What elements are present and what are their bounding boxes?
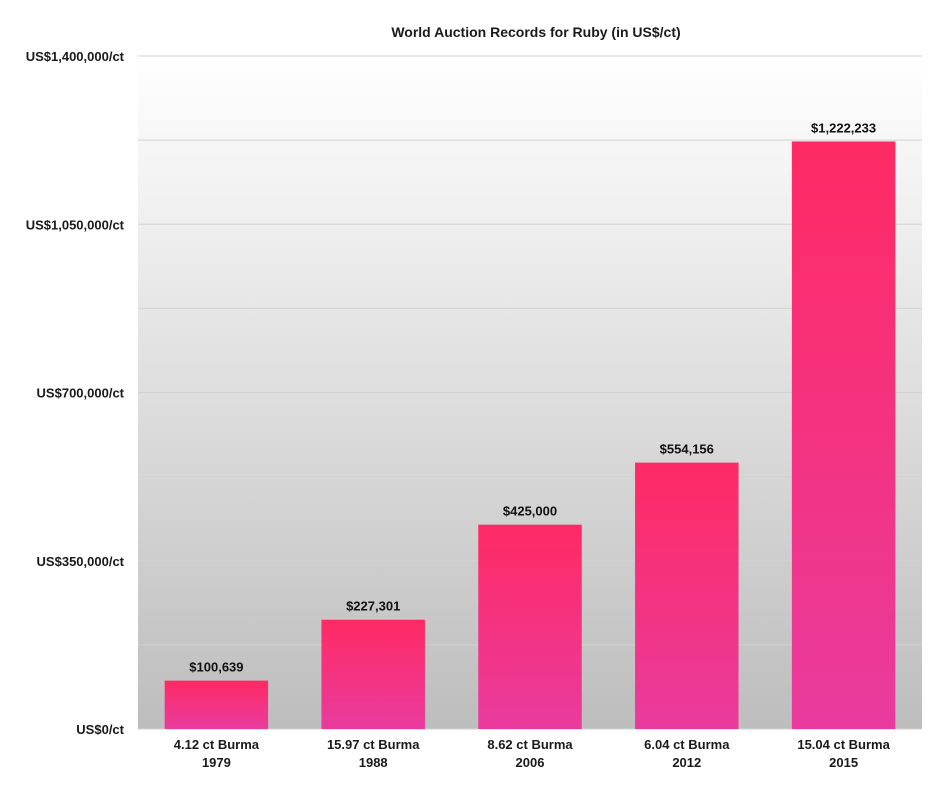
data-labels: $100,639 $227,301 $425,000 $554,156 $1,222,2… xyxy=(189,120,876,674)
y-tick-label: US$350,000/ct xyxy=(37,554,125,569)
x-tick-label: 8.62 ct Burma 2006 xyxy=(487,737,573,770)
data-label: $1,222,233 xyxy=(811,120,876,135)
y-axis-ticks: US$0/ct US$350,000/ct US$700,000/ct US$1,05… xyxy=(26,49,125,737)
data-label: $100,639 xyxy=(189,660,243,675)
data-label: $227,301 xyxy=(346,599,400,614)
bars xyxy=(164,141,896,729)
bar xyxy=(791,141,896,729)
chart-title: World Auction Records for Ruby (in US$/c… xyxy=(391,24,680,40)
y-tick-label: US$1,400,000/ct xyxy=(26,49,125,64)
data-label: $554,156 xyxy=(660,442,714,457)
y-tick-label: US$1,050,000/ct xyxy=(26,217,125,232)
bar xyxy=(321,619,425,729)
y-tick-label: US$700,000/ct xyxy=(37,386,125,401)
data-label: $425,000 xyxy=(503,504,557,519)
bar xyxy=(164,680,269,729)
bar xyxy=(635,462,739,729)
x-axis-ticks: 4.12 ct Burma 1979 15.97 ct Burma 1988 8.62 … xyxy=(174,737,891,770)
x-tick-label: 4.12 ct Burma 1979 xyxy=(174,737,260,770)
y-tick-label: US$0/ct xyxy=(76,722,124,737)
x-tick-label: 15.04 ct Burma 2015 xyxy=(797,737,890,770)
x-tick-label: 6.04 ct Burma 2012 xyxy=(644,737,730,770)
bar xyxy=(478,524,582,729)
x-tick-label: 15.97 ct Burma 1988 xyxy=(327,737,420,770)
